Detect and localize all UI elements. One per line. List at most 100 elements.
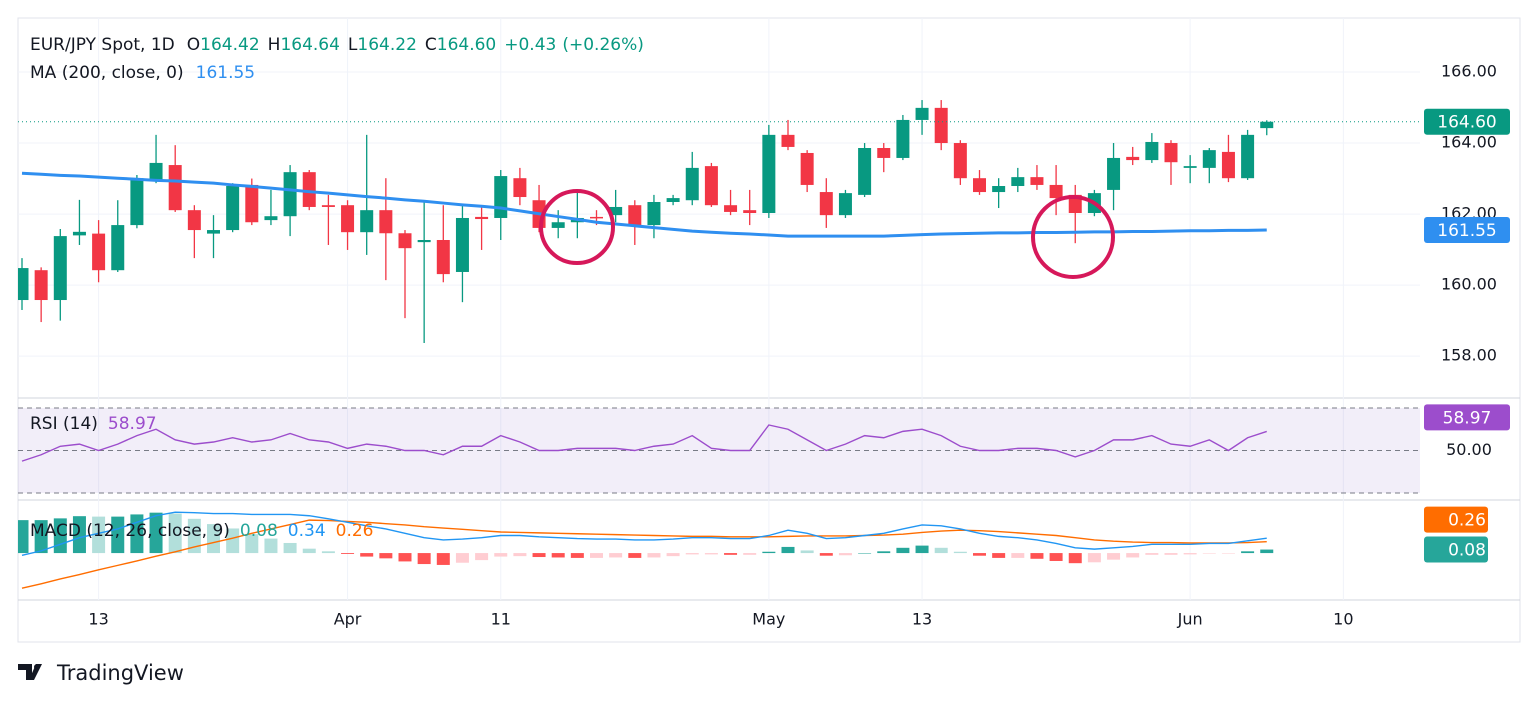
candle-body — [1202, 150, 1216, 168]
candle-body — [1183, 166, 1197, 168]
histogram-bar — [858, 553, 872, 554]
macd-value: 0.34 — [288, 521, 326, 541]
histogram-bar — [590, 553, 603, 558]
histogram-bar — [1221, 553, 1235, 554]
histogram-bar — [436, 553, 450, 565]
histogram-bar — [934, 547, 948, 554]
histogram-bar — [187, 518, 201, 554]
candle-body — [149, 162, 163, 180]
candle-body — [934, 107, 948, 144]
y-tick-label: 164.00 — [1441, 133, 1497, 152]
candle-body — [245, 184, 259, 223]
rsi-name: RSI (14) — [30, 414, 98, 434]
histogram-bar — [53, 518, 67, 554]
candle-body — [264, 216, 278, 221]
candle-body — [800, 152, 814, 185]
ohlc-value: 164.42 — [200, 35, 259, 55]
candle-body — [1221, 151, 1235, 179]
y-tick-label: 160.00 — [1441, 275, 1497, 294]
signal-value-label-box — [1424, 506, 1488, 533]
histogram-bar — [226, 528, 240, 554]
x-tick-label: 13 — [912, 610, 932, 629]
x-tick-label: 10 — [1333, 610, 1353, 629]
histogram-bar — [1030, 553, 1044, 559]
candle-body — [226, 186, 240, 231]
histogram-bar — [973, 553, 986, 556]
candle-body — [379, 210, 393, 234]
ma-value-label: 161.55 — [1437, 221, 1496, 241]
candle-body — [896, 119, 910, 158]
rsi-pane — [18, 407, 1420, 494]
histogram-bar — [72, 516, 86, 554]
histogram-bar — [245, 534, 259, 554]
rsi-line — [21, 424, 1267, 462]
histogram-bar — [628, 553, 642, 558]
candle-body — [819, 192, 833, 216]
histogram-bar — [1260, 549, 1274, 554]
ohlc-letter: O — [187, 35, 200, 55]
histogram-bar — [302, 548, 316, 554]
candle-body — [1011, 177, 1025, 187]
ma-value-label-box — [1424, 217, 1510, 244]
candle-body — [762, 134, 776, 214]
histogram-bar — [570, 553, 584, 558]
brand-name: TradingView — [56, 661, 184, 685]
macd-line — [21, 511, 1267, 556]
logo: TradingView — [18, 661, 184, 685]
candle-body — [666, 198, 680, 202]
candle-body — [92, 233, 106, 271]
histogram-bar — [149, 512, 163, 554]
candle-body — [18, 268, 29, 301]
x-tick-label: Apr — [334, 610, 362, 629]
histogram-bar — [800, 550, 814, 554]
histogram-bar — [494, 553, 508, 557]
candle-body — [417, 240, 431, 243]
candle-body — [1241, 134, 1255, 179]
rsi-value-label-box — [1424, 404, 1510, 431]
candle-body — [858, 148, 872, 195]
histogram-bar — [168, 513, 182, 554]
x-tick-label: Jun — [1177, 610, 1203, 629]
candle-body — [1030, 177, 1044, 185]
candle-body — [72, 231, 86, 236]
histogram-bar — [111, 516, 125, 554]
histogram-bar — [207, 524, 220, 554]
signal-value-label: 0.26 — [1448, 511, 1486, 531]
candle-body — [781, 134, 795, 147]
histogram-bar — [551, 553, 565, 558]
candle-body — [1145, 141, 1159, 161]
highlight-circle — [539, 189, 615, 265]
histogram-value: 0.08 — [240, 521, 278, 541]
signal-line — [21, 519, 1267, 589]
histogram-bar — [1241, 551, 1255, 554]
candle-body — [590, 216, 603, 219]
ohlc-letter: C — [425, 35, 437, 55]
ohlc-value: 164.64 — [280, 35, 339, 55]
histogram-bar — [743, 553, 757, 555]
histogram-bar — [417, 553, 431, 565]
histogram-bar — [724, 553, 738, 555]
moving-average-line — [21, 171, 1267, 238]
histogram-bar — [704, 553, 718, 555]
candle-body — [494, 176, 508, 218]
candle-body — [647, 201, 661, 226]
histogram-bar — [513, 553, 527, 557]
histogram-bar — [953, 551, 967, 554]
histogram-bar — [992, 553, 1006, 558]
histogram-bar — [379, 553, 393, 559]
macd-name: MACD (12, 26, close, 9) — [30, 521, 230, 541]
candle-body — [398, 233, 412, 249]
header-line: EUR/JPY Spot, 1D O164.42 H164.64 L164.22 C16… — [30, 35, 644, 55]
histogram-bar — [1202, 553, 1216, 554]
candle-body — [1260, 121, 1274, 129]
candle-body — [168, 165, 182, 211]
candle-body — [455, 217, 469, 272]
candle-body — [838, 193, 852, 216]
rsi-legend: RSI (14) 58.97 — [30, 414, 157, 434]
histogram-bar — [264, 538, 278, 554]
rsi-band — [18, 407, 1420, 494]
rsi-value: 58.97 — [108, 414, 157, 434]
price-pane — [18, 100, 1420, 344]
highlight-circle — [1031, 195, 1115, 279]
